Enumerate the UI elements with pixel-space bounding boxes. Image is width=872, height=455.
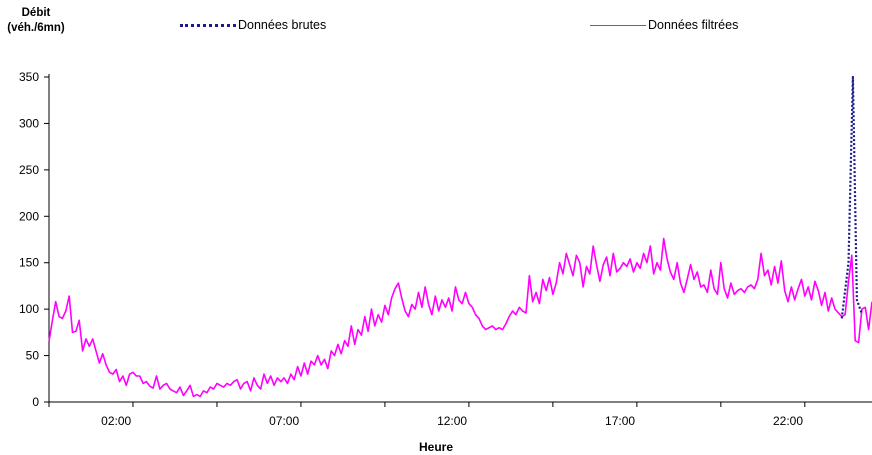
series-layer [48,75,872,398]
y-tick-label: 100 [19,302,39,316]
legend-item-raw-data: Données brutes [180,18,326,32]
legend-swatch-dotted [180,23,236,27]
x-axis-ticks: 02:00 07:00 12:00 17:00 22:00 [48,402,806,428]
x-tick-label: 12:00 [437,414,467,428]
series-line-raw-data [840,75,863,319]
y-tick-label: 0 [32,395,39,409]
y-tick-label: 200 [19,209,39,223]
x-tick-label: 07:00 [269,414,299,428]
y-axis-ticks: 0 50 100 150 200 250 300 350 [19,70,49,409]
y-axis-label: Débit (véh./6mn) [4,6,68,36]
legend-label-filtered: Données filtrées [648,18,739,32]
x-tick-label: 22:00 [773,414,803,428]
x-tick-label: 02:00 [101,414,131,428]
y-tick-label: 150 [19,256,39,270]
y-tick-label: 250 [19,163,39,177]
legend-label-raw: Données brutes [238,18,327,32]
y-axis-label-line1: Débit [21,7,51,19]
y-tick-label: 50 [26,349,40,363]
y-tick-label: 350 [19,70,39,84]
series-line-filtered-data [48,237,872,398]
legend-item-filtered-data: Données filtrées [590,18,738,32]
legend-swatch-solid [590,24,646,26]
y-axis-label-line2: (véh./6mn) [7,22,65,34]
x-axis-label: Heure [418,440,453,454]
x-tick-label: 17:00 [605,414,635,428]
chart-axes [48,74,872,403]
y-tick-label: 300 [19,116,39,130]
